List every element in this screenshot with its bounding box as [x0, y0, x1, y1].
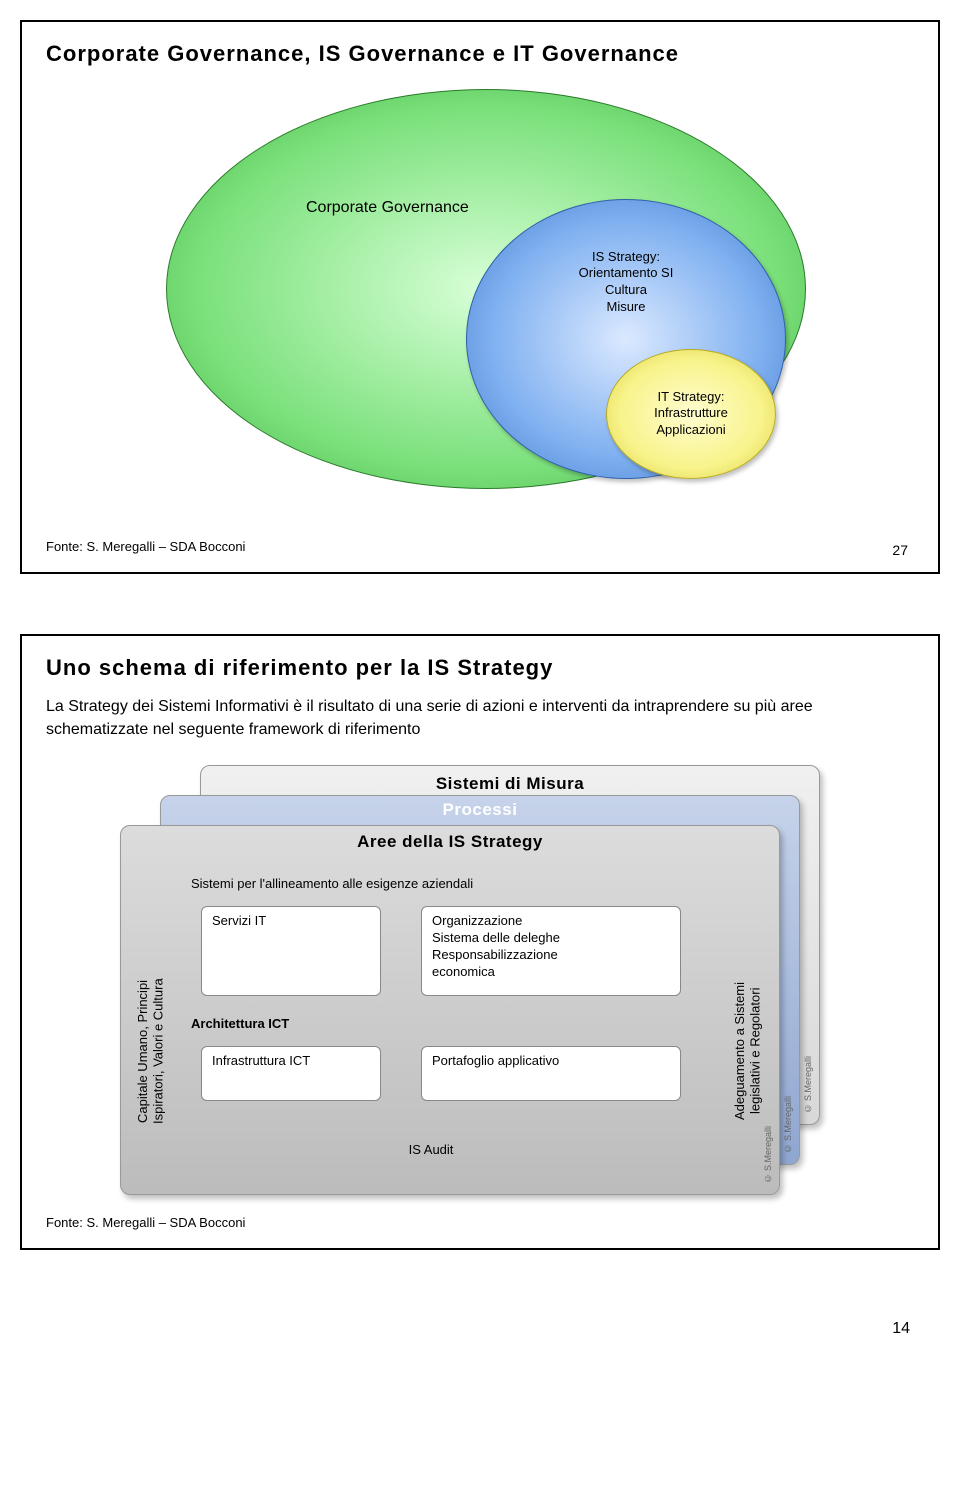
label-architettura-ict: Architettura ICT — [191, 1016, 691, 1031]
label-corporate-governance: Corporate Governance — [306, 199, 469, 217]
framework-layers: Sistemi di Misura © S.Meregalli Processi… — [120, 765, 840, 1185]
copyright-mid: © S.Meregalli — [783, 1096, 793, 1154]
label-is-strategy: IS Strategy:Orientamento SICulturaMisure — [546, 249, 706, 317]
slide1-number: 27 — [892, 542, 908, 558]
slide-2: Uno schema di riferimento per la IS Stra… — [20, 634, 940, 1250]
label-it-strategy: IT Strategy:InfrastruttureApplicazioni — [616, 389, 766, 440]
slide2-source: Fonte: S. Meregalli – SDA Bocconi — [46, 1215, 914, 1230]
slide2-title: Uno schema di riferimento per la IS Stra… — [46, 654, 914, 683]
box-organizzazione: OrganizzazioneSistema delle delegheRespo… — [421, 906, 681, 996]
right-vertical-label: Adeguamento a Sistemilegislativi e Regol… — [732, 946, 763, 1156]
layer-aree-is-strategy: Aree della IS Strategy Capitale Umano, P… — [120, 825, 780, 1195]
slide1-title: Corporate Governance, IS Governance e IT… — [46, 40, 914, 69]
slide2-body: La Strategy dei Sistemi Informativi è il… — [46, 696, 914, 741]
slide-1: Corporate Governance, IS Governance e IT… — [20, 20, 940, 574]
box-portafoglio-applicativo: Portafoglio applicativo — [421, 1046, 681, 1101]
copyright-front: © S.Meregalli — [763, 1126, 773, 1184]
box-servizi-it: Servizi IT — [201, 906, 381, 996]
left-vertical-label: Capitale Umano, PrincipiIspiratori, Valo… — [135, 936, 166, 1166]
label-is-audit: IS Audit — [361, 1136, 501, 1163]
slide1-source: Fonte: S. Meregalli – SDA Bocconi — [46, 539, 914, 554]
alignment-bar: Sistemi per l'allineamento alle esigenze… — [191, 876, 691, 896]
layer-front-title: Aree della IS Strategy — [121, 832, 779, 852]
copyright-back: © S.Meregalli — [803, 1056, 813, 1114]
doc-page-number: 14 — [20, 1310, 940, 1358]
venn-diagram: Corporate Governance IS Strategy:Orienta… — [46, 89, 914, 519]
layer-back-title: Sistemi di Misura — [201, 774, 819, 794]
box-infrastruttura-ict: Infrastruttura ICT — [201, 1046, 381, 1101]
layer-mid-title: Processi — [161, 800, 799, 820]
